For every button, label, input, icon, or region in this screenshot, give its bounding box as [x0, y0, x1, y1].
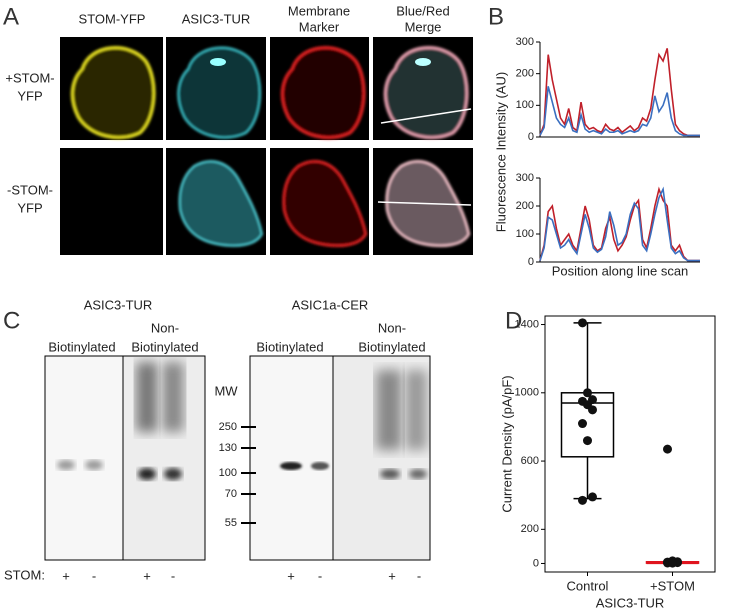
lane-label: Non- — [151, 320, 179, 335]
plot-frame — [544, 315, 716, 573]
data-point — [578, 318, 587, 328]
mw-label: MW — [214, 383, 238, 398]
data-point — [578, 419, 587, 429]
column-header: STOM-YFP — [79, 11, 146, 26]
column-header: Merge — [405, 19, 442, 34]
data-point — [578, 495, 587, 505]
mw-marker: 250 — [219, 421, 237, 433]
x-tick-label: +STOM — [650, 578, 695, 593]
data-point — [588, 405, 597, 415]
x-axis-title: Position along line scan — [552, 263, 689, 278]
blot-title: ASIC1a-CER — [292, 297, 369, 312]
blot-title: ASIC3-TUR — [84, 297, 153, 312]
trace — [539, 48, 700, 137]
stom-sign: + — [287, 568, 295, 583]
lane-label: Biotinylated — [48, 339, 115, 354]
x-axis-title: ASIC3-TUR — [596, 595, 665, 610]
trace — [539, 186, 700, 262]
stom-sign: - — [417, 568, 421, 583]
data-point — [663, 444, 672, 454]
stom-sign: - — [318, 568, 322, 583]
mw-marker: 70 — [225, 488, 237, 500]
lane-label: Biotinylated — [131, 339, 198, 354]
western-blots — [44, 355, 431, 561]
y-tick-label: 1400 — [515, 318, 539, 330]
data-point — [588, 492, 597, 502]
y-tick-label: 200 — [516, 68, 534, 80]
mw-marker: 100 — [219, 467, 237, 479]
y-tick-label: 100 — [516, 228, 534, 240]
lane-label: Non- — [378, 320, 406, 335]
column-header: ASIC3-TUR — [182, 11, 251, 26]
row-header: +STOM- — [5, 70, 54, 85]
panel-label: A — [3, 3, 19, 30]
mw-marker: 130 — [219, 442, 237, 454]
trace — [539, 86, 700, 137]
y-tick-label: 200 — [521, 523, 539, 535]
row-header: YFP — [17, 88, 42, 103]
y-tick-label: 1000 — [515, 387, 539, 399]
row-header: YFP — [17, 200, 42, 215]
stom-sign: + — [62, 568, 70, 583]
x-tick-label: Control — [567, 578, 609, 593]
stom-sign: - — [171, 568, 175, 583]
data-point — [668, 558, 677, 568]
stom-sign: + — [143, 568, 151, 583]
data-point — [583, 436, 592, 446]
y-axis-title: Current Density (pA/pF) — [499, 375, 514, 512]
data-point — [583, 388, 592, 398]
panel-label: C — [3, 307, 20, 334]
panel-label: D — [505, 307, 522, 334]
trace — [539, 186, 700, 262]
column-header: Blue/Red — [396, 3, 449, 18]
column-header: Membrane — [288, 3, 350, 18]
y-tick-label: 600 — [521, 455, 539, 467]
y-tick-label: 100 — [516, 99, 534, 111]
y-tick-label: 0 — [533, 557, 539, 569]
y-axis-title: Fluorescence Intensity (AU) — [493, 72, 508, 232]
y-tick-label: 200 — [516, 200, 534, 212]
stom-sign: - — [92, 568, 96, 583]
lane-label: Biotinylated — [358, 339, 425, 354]
micrograph-grid — [60, 37, 473, 255]
y-tick-label: 0 — [528, 131, 534, 143]
lane-label: Biotinylated — [256, 339, 323, 354]
column-header: Marker — [299, 19, 340, 34]
stom-label: STOM: — [4, 567, 45, 582]
mw-marker: 55 — [225, 517, 237, 529]
y-tick-label: 300 — [516, 172, 534, 184]
y-tick-label: 0 — [528, 256, 534, 268]
stom-sign: + — [388, 568, 396, 583]
row-header: -STOM- — [7, 182, 53, 197]
panel-label: B — [488, 3, 504, 30]
y-tick-label: 300 — [516, 36, 534, 48]
